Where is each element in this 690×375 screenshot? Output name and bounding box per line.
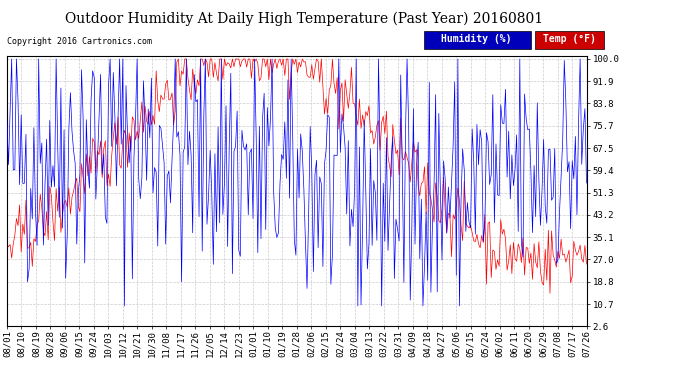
- Text: Humidity (%): Humidity (%): [441, 34, 511, 44]
- Text: Copyright 2016 Cartronics.com: Copyright 2016 Cartronics.com: [7, 38, 152, 46]
- Text: Temp (°F): Temp (°F): [543, 34, 595, 44]
- Text: Outdoor Humidity At Daily High Temperature (Past Year) 20160801: Outdoor Humidity At Daily High Temperatu…: [65, 11, 542, 26]
